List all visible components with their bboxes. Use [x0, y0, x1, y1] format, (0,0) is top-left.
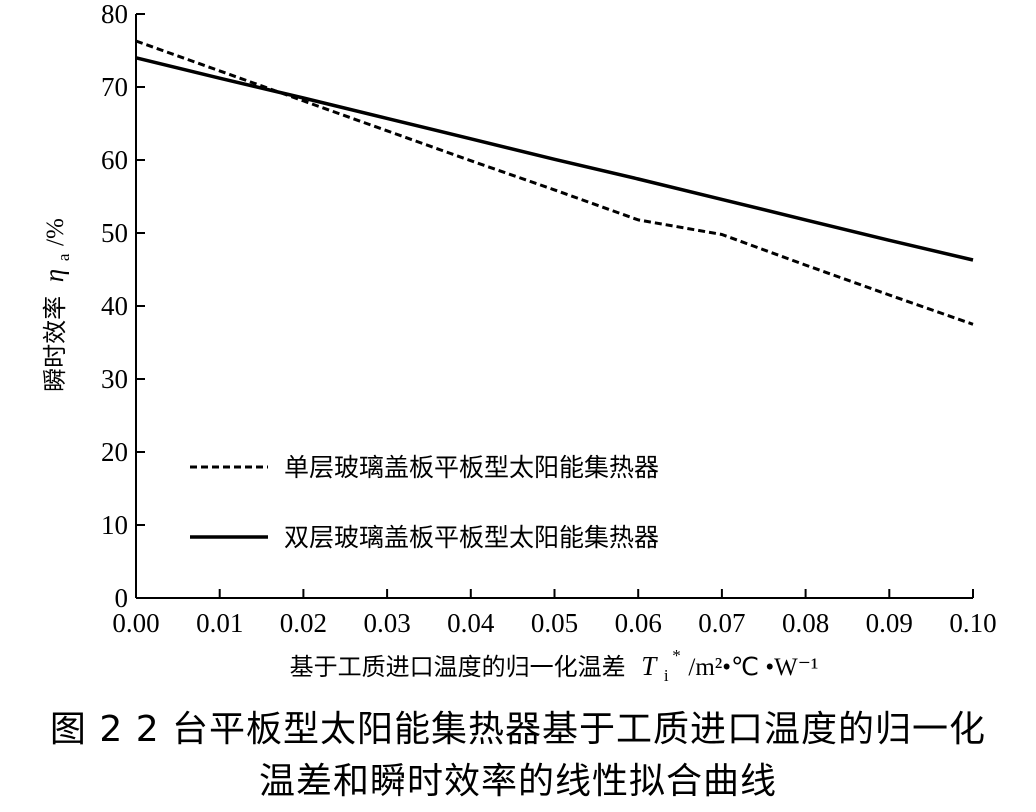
x-tick-label: 0.10 — [949, 608, 996, 638]
y-tick-label: 60 — [101, 145, 128, 175]
series-line-single-glass — [135, 39, 974, 326]
y-tick-label: 10 — [101, 510, 128, 540]
axes — [135, 14, 973, 599]
x-tick-label: 0.08 — [782, 608, 829, 638]
y-tick-label: 0 — [115, 583, 129, 613]
x-tick-label: 0.09 — [866, 608, 913, 638]
x-tick-label: 0.04 — [447, 608, 495, 638]
y-tick-label: 50 — [101, 218, 128, 248]
x-tick-label: 0.07 — [698, 608, 745, 638]
y-tick-label: 40 — [101, 291, 128, 321]
x-tick-label: 0.06 — [615, 608, 662, 638]
y-tick-label: 20 — [101, 437, 128, 467]
series-line-double-glass — [135, 56, 974, 262]
legend-label-double-glass: 双层玻璃盖板平板型太阳能集热器 — [284, 523, 659, 552]
x-axis-label: 基于工质进口温度的归一化温差 T i * /m²•℃ •W⁻¹ — [290, 639, 819, 687]
x-tick-label: 0.02 — [280, 608, 327, 638]
figure-caption-line-1: 图 2 2 台平板型太阳能集热器基于工质进口温度的归一化 — [49, 709, 987, 750]
y-tick-label: 30 — [101, 364, 128, 394]
legend-label-single-glass: 单层玻璃盖板平板型太阳能集热器 — [284, 453, 659, 482]
y-tick-label: 70 — [101, 72, 128, 102]
figure-caption-line-2: 温差和瞬时效率的线性拟合曲线 — [258, 761, 777, 802]
x-tick-label: 0.00 — [112, 608, 159, 638]
y-tick-label: 80 — [101, 0, 128, 29]
x-tick-label: 0.05 — [531, 608, 578, 638]
x-tick-label: 0.01 — [196, 608, 243, 638]
legend: 单层玻璃盖板平板型太阳能集热器 双层玻璃盖板平板型太阳能集热器 — [190, 453, 659, 552]
x-tick-label: 0.03 — [363, 608, 410, 638]
y-axis-ticks: 0 10 20 30 40 50 60 70 80 — [101, 0, 145, 613]
y-axis-label: 瞬时效率 η a /% — [39, 218, 75, 392]
x-axis-ticks: 0.00 0.01 0.02 0.03 0.04 0.05 0.06 0.07 0.08 0.09… — [112, 589, 997, 638]
series-lines — [135, 39, 974, 326]
